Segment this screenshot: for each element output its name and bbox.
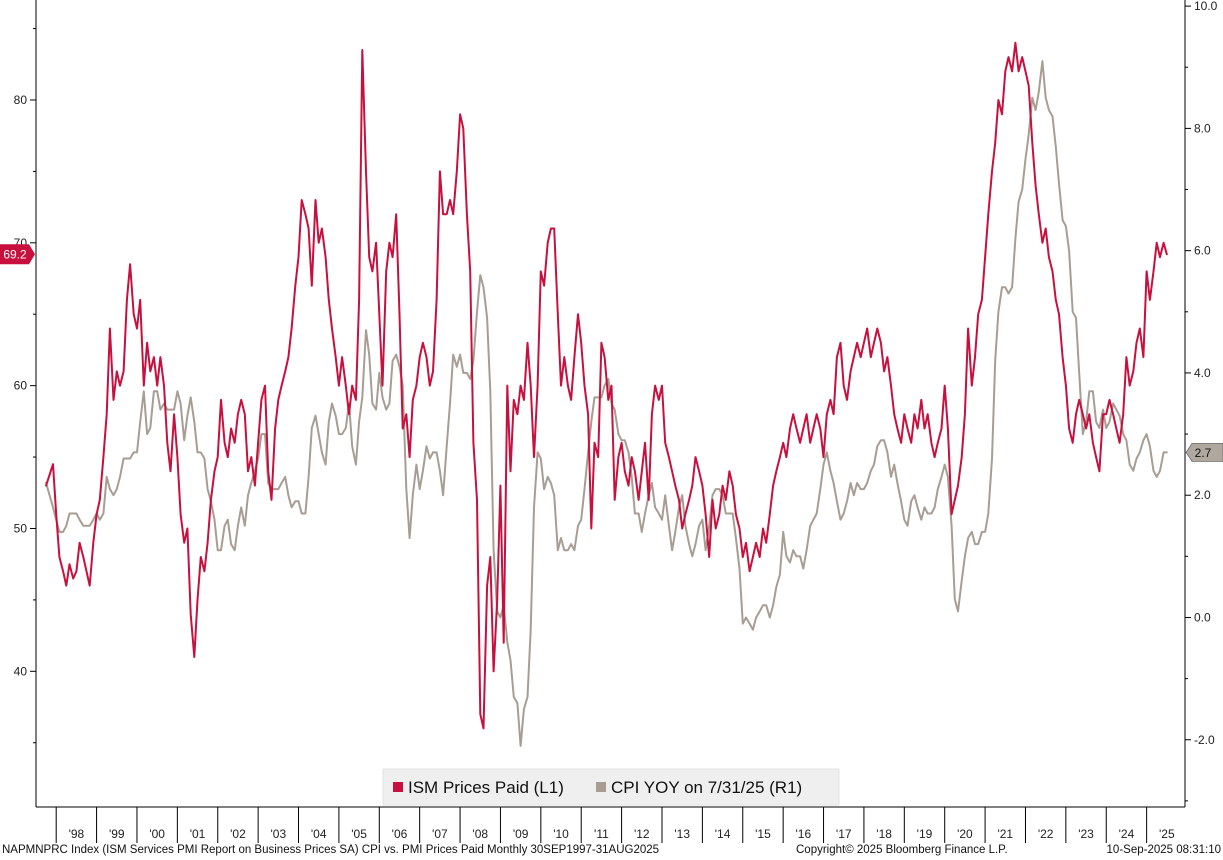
- x-tick-label: '16: [796, 827, 812, 841]
- footer: NAPMNPRC Index (ISM Services PMI Report …: [0, 843, 1223, 860]
- left-tick-label: 80: [14, 93, 28, 107]
- cpi-end-label-bg: [1185, 443, 1223, 462]
- left-tick-label: 40: [14, 664, 28, 678]
- right-tick-label: 0.0: [1194, 610, 1211, 624]
- x-tick-label: '14: [715, 827, 731, 841]
- series-line-cpi: [45, 60, 1168, 747]
- x-tick-label: '99: [109, 827, 125, 841]
- legend-swatch-cpi: [596, 782, 606, 792]
- x-tick-label: '22: [1038, 827, 1054, 841]
- x-tick-label: '08: [472, 827, 488, 841]
- right-tick-label: -2.0: [1194, 733, 1215, 747]
- x-tick-label: '02: [230, 827, 246, 841]
- legend-layer: ISM Prices Paid (L1) CPI YOY on 7/31/25 (…: [382, 768, 840, 806]
- x-tick-label: '19: [917, 827, 933, 841]
- cpi-end-label: 2.7: [1195, 446, 1212, 460]
- x-tick-label: '21: [997, 827, 1013, 841]
- left-tick-label: 60: [14, 379, 28, 393]
- x-tick-label: '07: [432, 827, 448, 841]
- x-tick-label: '24: [1119, 827, 1135, 841]
- series-layer: [45, 41, 1168, 747]
- ism-end-label-bg: [0, 244, 35, 265]
- labels-layer: 69.2 2.7: [0, 244, 1223, 462]
- x-tick-label: '11: [594, 827, 609, 841]
- x-tick-label: '10: [553, 827, 569, 841]
- x-tick-label: '06: [392, 827, 408, 841]
- x-tick-label: '12: [634, 827, 650, 841]
- right-tick-label: 2.0: [1194, 488, 1211, 502]
- x-tick-label: '20: [957, 827, 973, 841]
- x-tick-label: '03: [270, 827, 286, 841]
- x-tick-label: '01: [190, 827, 206, 841]
- x-tick-label: '17: [836, 827, 852, 841]
- right-tick-label: 8.0: [1194, 121, 1211, 135]
- footer-source-text: NAPMNPRC Index (ISM Services PMI Report …: [2, 844, 660, 856]
- footer-timestamp-text: 10-Sep-2025 08:31:10: [1106, 844, 1221, 856]
- right-tick-label: 10.0: [1194, 0, 1218, 13]
- x-tick-label: '09: [513, 827, 529, 841]
- x-tick-label: '15: [755, 827, 771, 841]
- right-tick-label: 4.0: [1194, 366, 1211, 380]
- x-tick-label: '13: [674, 827, 690, 841]
- x-tick-label: '23: [1078, 827, 1094, 841]
- x-tick-label: '98: [69, 827, 85, 841]
- legend-label-ism: ISM Prices Paid (L1): [408, 778, 564, 797]
- legend-swatch-ism: [393, 782, 403, 792]
- left-tick-label: 50: [14, 521, 28, 535]
- right-tick-label: 6.0: [1194, 244, 1211, 258]
- footer-copyright-text: Copyright© 2025 Bloomberg Finance L.P.: [796, 844, 1008, 856]
- x-tick-label: '00: [149, 827, 165, 841]
- x-tick-label: '04: [311, 827, 327, 841]
- series-line-ism: [45, 41, 1168, 730]
- legend-box: [382, 768, 840, 806]
- x-tick-label: '25: [1159, 827, 1175, 841]
- legend-label-cpi: CPI YOY on 7/31/25 (R1): [611, 778, 802, 797]
- x-tick-label: '18: [876, 827, 892, 841]
- ism-end-label: 69.2: [3, 248, 27, 262]
- x-tick-label: '05: [351, 827, 367, 841]
